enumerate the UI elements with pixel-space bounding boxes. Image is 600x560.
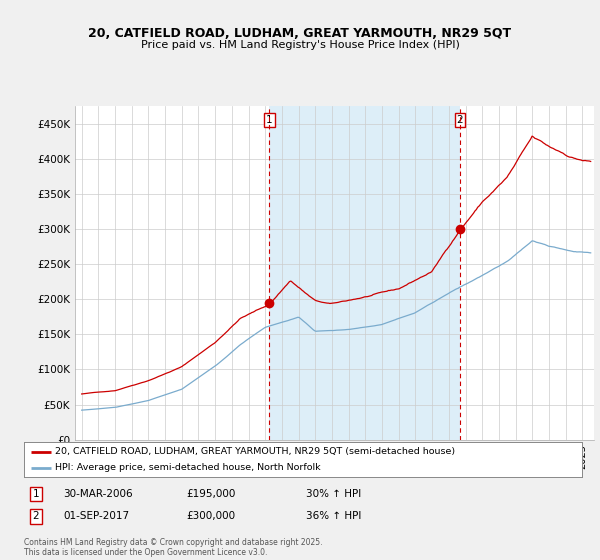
- Text: Price paid vs. HM Land Registry's House Price Index (HPI): Price paid vs. HM Land Registry's House …: [140, 40, 460, 50]
- Text: 2: 2: [32, 511, 40, 521]
- Text: 36% ↑ HPI: 36% ↑ HPI: [306, 511, 361, 521]
- Text: HPI: Average price, semi-detached house, North Norfolk: HPI: Average price, semi-detached house,…: [55, 463, 321, 472]
- Text: 1: 1: [266, 115, 273, 125]
- Text: 30% ↑ HPI: 30% ↑ HPI: [306, 489, 361, 499]
- Text: 1: 1: [32, 489, 40, 499]
- Text: 30-MAR-2006: 30-MAR-2006: [63, 489, 133, 499]
- Text: 2: 2: [457, 115, 463, 125]
- Bar: [269, 106, 460, 440]
- Text: £195,000: £195,000: [186, 489, 235, 499]
- Text: £300,000: £300,000: [186, 511, 235, 521]
- Text: Contains HM Land Registry data © Crown copyright and database right 2025.
This d: Contains HM Land Registry data © Crown c…: [24, 538, 323, 557]
- Text: 20, CATFIELD ROAD, LUDHAM, GREAT YARMOUTH, NR29 5QT: 20, CATFIELD ROAD, LUDHAM, GREAT YARMOUT…: [88, 27, 512, 40]
- Text: 01-SEP-2017: 01-SEP-2017: [63, 511, 129, 521]
- Text: 20, CATFIELD ROAD, LUDHAM, GREAT YARMOUTH, NR29 5QT (semi-detached house): 20, CATFIELD ROAD, LUDHAM, GREAT YARMOUT…: [55, 447, 455, 456]
